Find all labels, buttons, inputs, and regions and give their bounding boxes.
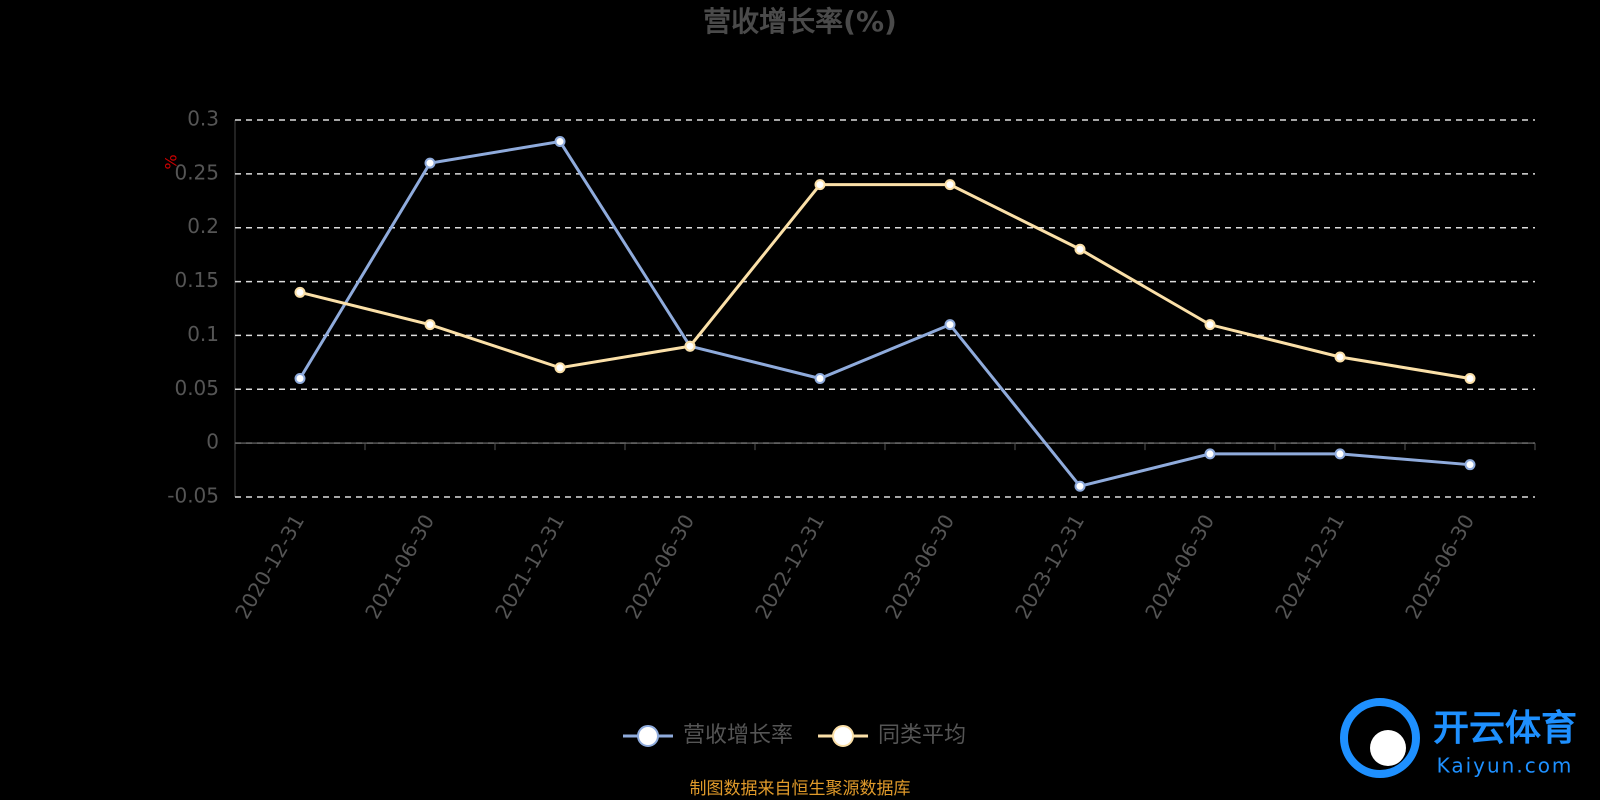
- legend-label: 营收增长率: [683, 723, 793, 748]
- y-tick-label: 0.25: [174, 160, 219, 184]
- legend-label: 同类平均: [878, 723, 966, 748]
- data-point: [1334, 448, 1346, 460]
- data-point: [554, 136, 566, 148]
- watermark-site: Kaiyun.com: [1437, 754, 1574, 778]
- legend-marker: [637, 725, 659, 747]
- series-line: [299, 183, 1471, 380]
- y-tick-label: 0.3: [187, 107, 219, 131]
- data-point: [1334, 351, 1346, 363]
- y-tick-label: 0.2: [187, 214, 219, 238]
- watermark-ball: [1370, 730, 1406, 766]
- data-point: [814, 373, 826, 385]
- data-point: [1074, 480, 1086, 492]
- y-tick-label: 0.05: [174, 376, 219, 400]
- watermark-logo: [1340, 698, 1420, 778]
- y-tick-label: 0.1: [187, 322, 219, 346]
- watermark: 开云体育 Kaiyun.com: [1340, 698, 1577, 778]
- data-point: [1204, 319, 1216, 331]
- source-note: 制图数据来自恒生聚源数据库: [690, 779, 911, 799]
- watermark-name: 开云体育: [1433, 708, 1577, 749]
- data-point: [1204, 448, 1216, 460]
- data-point: [424, 319, 436, 331]
- data-point: [944, 319, 956, 331]
- data-point: [1074, 243, 1086, 255]
- legend-marker: [832, 725, 855, 747]
- data-point: [1464, 459, 1476, 471]
- data-point: [684, 340, 696, 352]
- y-tick-label: 0: [206, 430, 219, 454]
- y-tick-label: 0.15: [174, 268, 219, 292]
- y-tick-label: -0.05: [167, 484, 219, 508]
- data-point: [294, 373, 306, 385]
- data-point: [1464, 373, 1476, 385]
- series-line: [298, 139, 1471, 488]
- data-point: [294, 286, 306, 298]
- data-point: [944, 179, 956, 191]
- y-axis-label: %: [162, 154, 181, 169]
- data-point: [814, 179, 826, 191]
- data-point: [424, 157, 436, 169]
- data-point: [554, 362, 566, 374]
- chart-title: 营收增长率(%): [703, 5, 897, 38]
